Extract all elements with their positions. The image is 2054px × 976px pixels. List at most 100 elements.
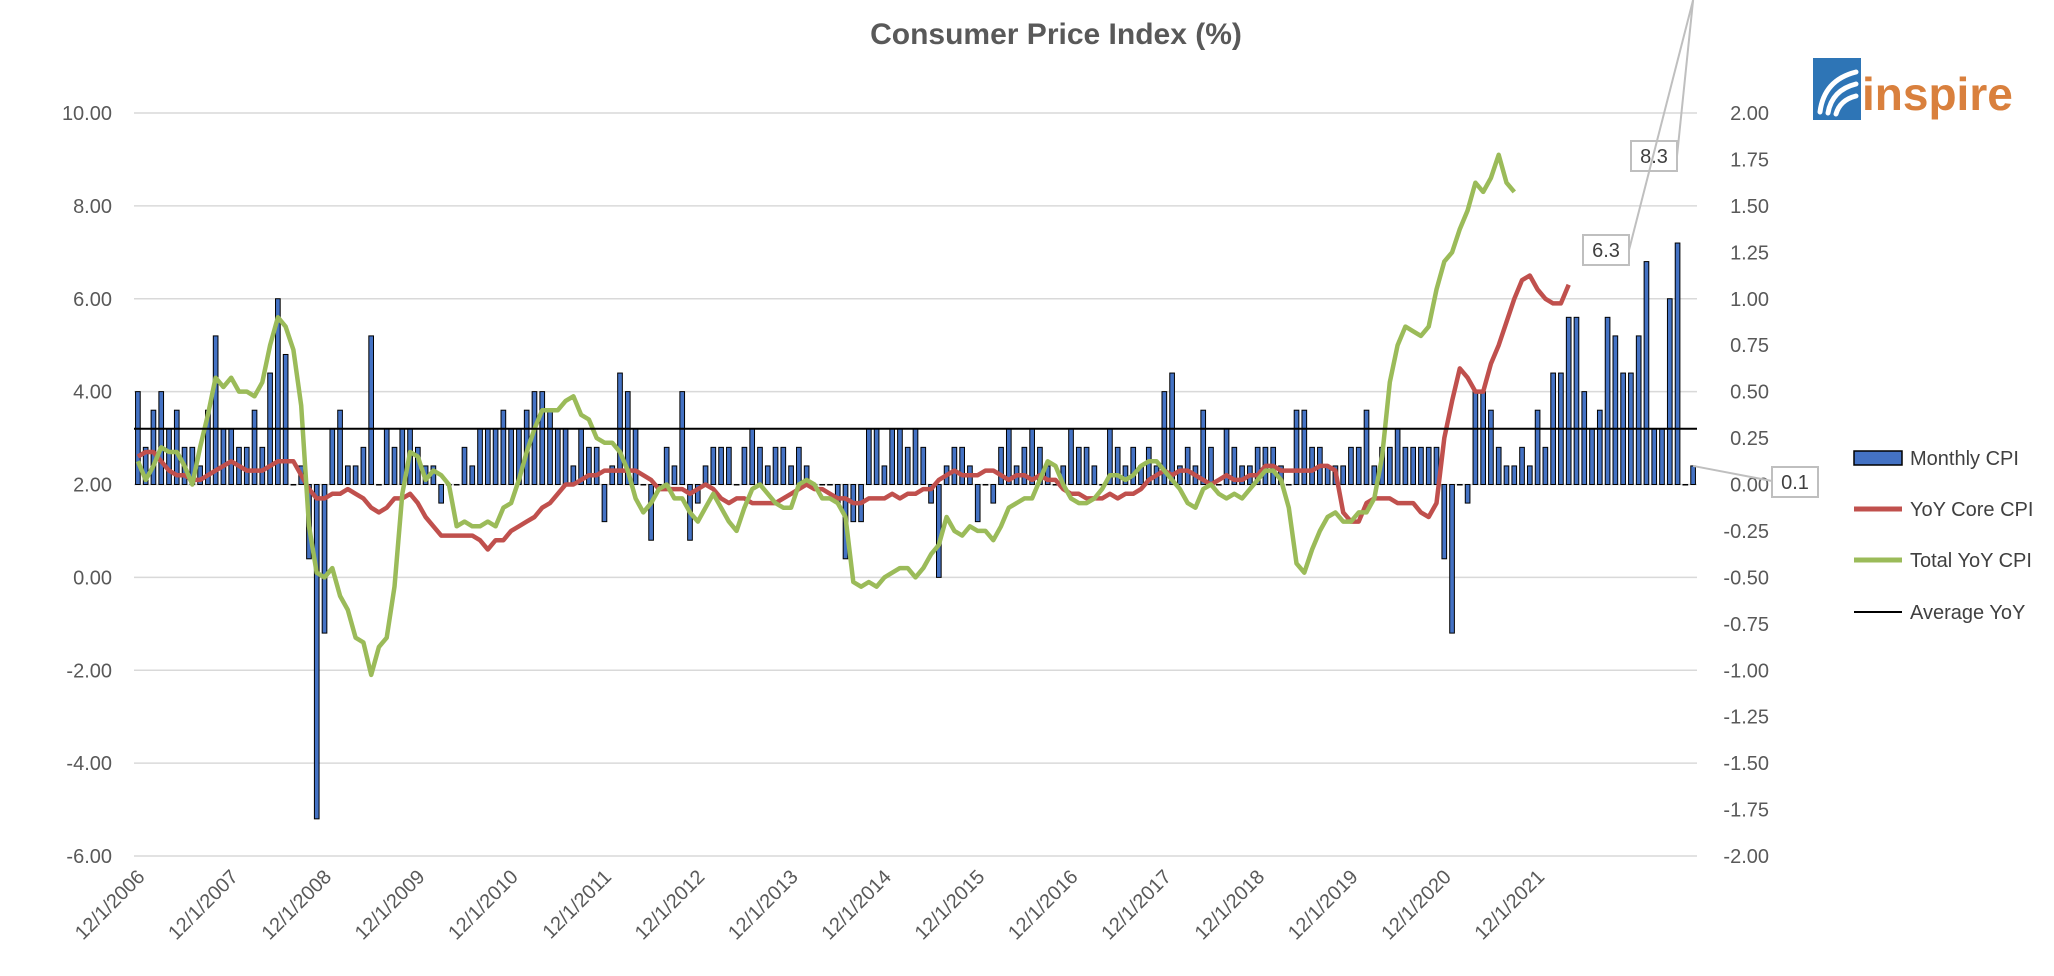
right-tick-label: -0.25 bbox=[1723, 521, 1769, 543]
logo-text: inspire bbox=[1862, 68, 2013, 120]
right-tick-label: -2.00 bbox=[1723, 846, 1769, 868]
monthly-cpi-bar bbox=[1542, 446, 1549, 486]
right-tick-label: 1.50 bbox=[1730, 196, 1769, 218]
monthly-cpi-bar bbox=[321, 484, 328, 634]
monthly-cpi-bar bbox=[1215, 484, 1222, 486]
x-tick-label: 12/1/2016 bbox=[1004, 866, 1082, 944]
monthly-cpi-bar bbox=[671, 465, 678, 485]
monthly-cpi-bar bbox=[1005, 428, 1012, 485]
bar-callout-box bbox=[1771, 466, 1819, 498]
monthly-cpi-bar bbox=[376, 484, 382, 486]
monthly-cpi-bar bbox=[1651, 428, 1658, 485]
monthly-cpi-bar bbox=[1480, 391, 1486, 485]
right-tick-label: -1.00 bbox=[1723, 660, 1769, 682]
monthly-cpi-bar bbox=[1526, 465, 1533, 485]
monthly-cpi-bar bbox=[1231, 446, 1238, 486]
left-axis-tick-labels: -6.00 -4.00 -2.00 0.00 2.00 4.00 6.00 8.00 10.00 bbox=[62, 103, 112, 868]
x-tick-label: 12/1/2019 bbox=[1284, 866, 1362, 944]
monthly-cpi-bar bbox=[764, 465, 771, 485]
total-cpi-callout-leader bbox=[1676, 0, 1695, 157]
monthly-cpi-bar bbox=[391, 446, 398, 486]
x-tick-label: 12/1/2008 bbox=[258, 866, 336, 944]
monthly-cpi-bar bbox=[243, 446, 250, 486]
left-tick-label: 4.00 bbox=[73, 382, 112, 404]
monthly-cpi-bar bbox=[1145, 446, 1152, 486]
monthly-cpi-bar bbox=[1021, 446, 1028, 486]
left-tick-label: 8.00 bbox=[73, 196, 112, 218]
monthly-cpi-bar bbox=[259, 446, 266, 486]
monthly-cpi-bar bbox=[827, 484, 833, 486]
monthly-cpi-bar bbox=[1363, 409, 1370, 486]
monthly-cpi-bar bbox=[1456, 484, 1463, 486]
monthly-cpi-bar bbox=[1690, 465, 1696, 485]
monthly-cpi-bar bbox=[1519, 446, 1525, 486]
monthly-cpi-bar bbox=[624, 391, 631, 485]
monthly-cpi-bar bbox=[702, 465, 709, 485]
monthly-cpi-bar bbox=[866, 428, 872, 485]
right-tick-label: 1.25 bbox=[1730, 242, 1769, 264]
total-cpi-callout-label: 8.3 bbox=[1640, 146, 1668, 168]
right-tick-label: -1.50 bbox=[1723, 753, 1769, 775]
monthly-cpi-bar bbox=[469, 465, 476, 485]
monthly-cpi-bar bbox=[166, 428, 172, 485]
legend-label: YoY Core CPI bbox=[1910, 499, 2033, 521]
left-tick-label: 10.00 bbox=[62, 103, 112, 125]
legend-label: Average YoY bbox=[1910, 602, 2025, 624]
monthly-cpi-bar bbox=[640, 484, 647, 486]
bar-callout-label: 0.1 bbox=[1781, 472, 1809, 494]
monthly-cpi-bar bbox=[150, 409, 157, 486]
monthly-cpi-bar bbox=[1402, 446, 1409, 486]
monthly-cpi-bar bbox=[1503, 465, 1510, 485]
monthly-cpi-bar bbox=[368, 335, 375, 485]
monthly-cpi-bar bbox=[819, 484, 826, 486]
monthly-cpi-bar bbox=[741, 446, 748, 486]
monthly-cpi-bar bbox=[539, 391, 546, 485]
chart-title: Consumer Price Index (%) bbox=[870, 18, 1242, 51]
monthly-cpi-bar bbox=[757, 446, 763, 486]
monthly-cpi-bar bbox=[679, 391, 686, 485]
monthly-cpi-bar bbox=[461, 446, 468, 486]
yoy-core-cpi-line bbox=[136, 273, 1571, 552]
monthly-cpi-bar bbox=[1581, 391, 1588, 485]
right-tick-label: -0.75 bbox=[1723, 614, 1769, 636]
x-tick-label: 12/1/2014 bbox=[817, 866, 895, 944]
monthly-cpi-bar bbox=[1674, 242, 1681, 485]
right-axis-tick-labels: -2.00 -1.75 -1.50 -1.25 -1.00 -0.75 -0.50 -0.25… bbox=[1723, 103, 1769, 868]
monthly-cpi-bar bbox=[275, 298, 281, 485]
x-tick-label: 12/1/2017 bbox=[1097, 866, 1175, 944]
monthly-cpi-bar bbox=[609, 465, 616, 485]
monthly-cpi-bar bbox=[1200, 409, 1207, 486]
x-tick-label: 12/1/2006 bbox=[71, 866, 149, 944]
monthly-cpi-bar bbox=[228, 428, 235, 485]
monthly-cpi-bar bbox=[663, 446, 670, 486]
x-tick-label: 12/1/2020 bbox=[1377, 866, 1455, 944]
monthly-cpi-bar bbox=[1239, 465, 1245, 485]
monthly-cpi-bar bbox=[897, 428, 903, 485]
monthly-cpi-bar bbox=[749, 428, 756, 485]
logo-signal-icon bbox=[1817, 69, 1859, 117]
monthly-cpi-bar bbox=[1254, 446, 1261, 486]
monthly-cpi-bar bbox=[484, 428, 491, 485]
monthly-cpi-bar bbox=[578, 428, 584, 485]
bar-callout-leader bbox=[1692, 464, 1773, 482]
monthly-cpi-bar bbox=[1635, 335, 1642, 485]
monthly-cpi-bar bbox=[282, 353, 289, 485]
inspire-logo: inspire bbox=[1813, 58, 2013, 120]
monthly-cpi-bar bbox=[788, 465, 794, 485]
right-tick-label: 2.00 bbox=[1730, 103, 1769, 125]
monthly-cpi-bar bbox=[904, 446, 911, 486]
monthly-cpi-bar bbox=[1418, 446, 1424, 486]
x-tick-label: 12/1/2013 bbox=[724, 866, 802, 944]
monthly-cpi-bar bbox=[352, 465, 359, 485]
monthly-cpi-bar bbox=[998, 446, 1004, 486]
monthly-cpi-bar bbox=[974, 484, 981, 523]
monthly-cpi-bar bbox=[492, 428, 499, 485]
monthly-cpi-bar bbox=[1464, 484, 1471, 504]
core-cpi-callout-box bbox=[1582, 234, 1630, 266]
monthly-cpi-bar bbox=[360, 446, 367, 486]
monthly-cpi-bar bbox=[632, 428, 639, 485]
monthly-cpi-bar bbox=[197, 465, 203, 485]
core-cpi-callout-leader bbox=[1628, 0, 1695, 251]
right-tick-label: -0.50 bbox=[1723, 567, 1769, 589]
left-tick-label: -2.00 bbox=[66, 660, 112, 682]
